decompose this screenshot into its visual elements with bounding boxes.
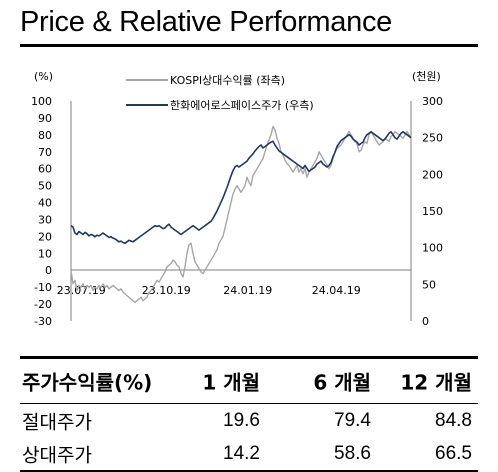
left-tick-label: 90 [38,112,52,125]
x-tick-label: 24.01.19 [223,284,272,297]
row-6m: 58.6 [334,442,371,464]
page-title: Price & Relative Performance [20,6,392,38]
header-12m: 12 개월 [400,370,472,395]
left-tick-label: -30 [34,315,52,328]
row-12m: 66.5 [435,442,472,464]
header-6m: 6 개월 [313,370,371,395]
legend-label-kospi: KOSPI상대수익률 (좌측) [170,74,285,87]
x-tick-label: 23.10.19 [142,284,191,297]
row-6m: 79.4 [334,409,371,431]
left-tick-label: 20 [38,230,52,243]
left-tick-label: 0 [45,264,52,277]
table-row: 상대주가 14.2 58.6 66.5 [20,437,478,472]
right-tick-labels: 300 250 200 150 100 50 0 [422,95,443,328]
right-tick-label: 100 [422,242,443,255]
hanwha-price-line [70,131,412,245]
title-rule [20,44,478,47]
series-lines [70,125,412,304]
right-tick-label: 0 [422,315,429,328]
x-tick-label: 24.04.19 [312,284,361,297]
left-tick-label: 30 [38,213,52,226]
right-tick-label: 300 [422,95,443,108]
left-tick-label: 70 [38,146,52,159]
row-label: 절대주가 [22,411,92,433]
price-chart: (%) (천원) 1009080706050403020100-10-20-30… [31,69,443,328]
left-tick-label: 40 [38,197,52,210]
row-label: 상대주가 [22,444,92,466]
row-1m: 14.2 [223,442,260,464]
table-row: 절대주가 19.6 79.4 84.8 [20,404,478,437]
left-tick-label: 50 [38,180,52,193]
row-12m: 84.8 [435,409,472,431]
right-unit-label: (천원) [412,69,441,83]
returns-table: 주가수익률(%) 1 개월 6 개월 12 개월 절대주가 19.6 79.4 … [20,356,478,472]
row-1m: 19.6 [223,409,260,431]
header-1m: 1 개월 [202,370,260,395]
legend: KOSPI상대수익률 (좌측) 한화에어로스페이스주가 (우측) [126,74,314,112]
right-tick-label: 150 [422,205,443,218]
left-tick-label: 60 [38,163,52,176]
table-header-row: 주가수익률(%) 1 개월 6 개월 12 개월 [20,356,478,404]
kospi-relative-line [70,125,412,304]
left-tick-label: -10 [34,281,52,294]
right-tick-label: 200 [422,168,443,181]
right-tick-label: 50 [422,278,436,291]
header-label: 주가수익률(%) [22,370,153,395]
right-tick-label: 250 [422,132,443,145]
x-tick-label: 23.07.19 [57,284,106,297]
left-tick-label: 10 [38,247,52,260]
left-tick-label: 100 [31,95,52,108]
legend-label-hanwha: 한화에어로스페이스주가 (우측) [170,99,314,112]
x-tick-labels: 23.07.19 23.10.19 24.01.19 24.04.19 [57,284,361,297]
left-unit-label: (%) [34,70,53,83]
left-tick-label: 80 [38,129,52,142]
left-tick-label: -20 [34,298,52,311]
